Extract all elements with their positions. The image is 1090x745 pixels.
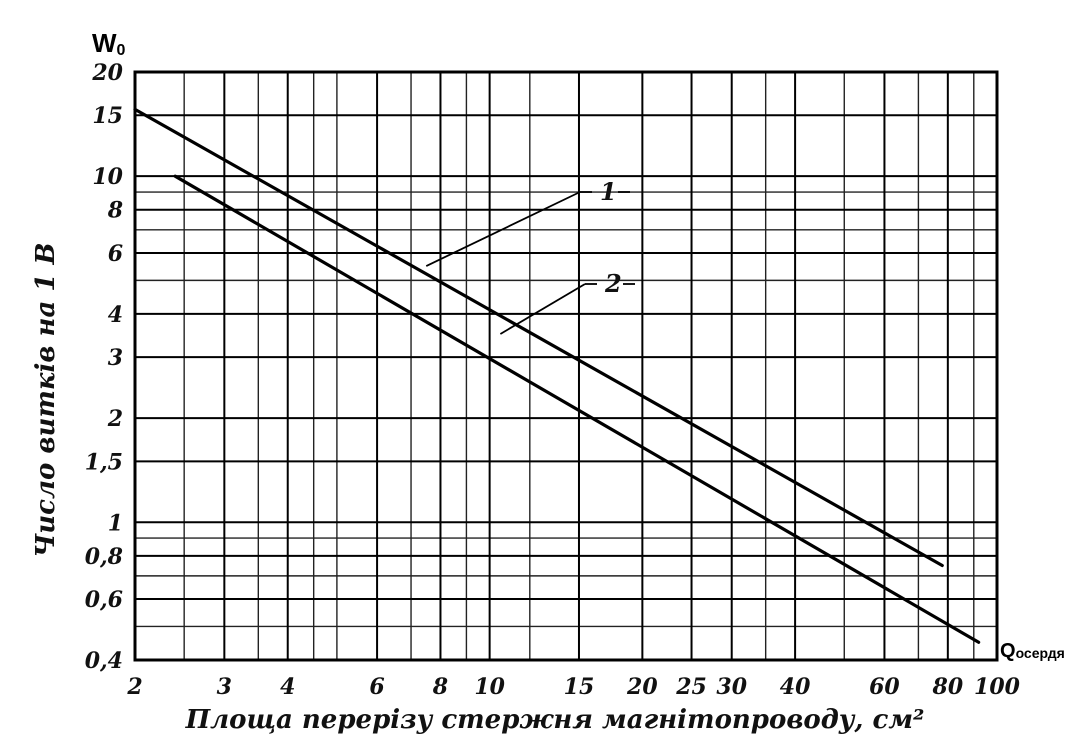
annotation-leader-2 xyxy=(499,283,586,335)
x-tick-label: 6 xyxy=(369,674,384,700)
y-tick-label: 8 xyxy=(107,198,123,224)
y-tick-label: 1 xyxy=(108,510,123,536)
y-tick-label: 15 xyxy=(92,103,123,129)
x-axis-title: Площа перерізу стержня магнітопроводу, с… xyxy=(185,705,925,735)
y-axis-title: Число витків на 1 В xyxy=(31,243,61,558)
y-tick-label: 6 xyxy=(108,241,123,267)
x-tick-label: 80 xyxy=(932,674,964,700)
curve-label-1: 1 xyxy=(600,177,617,206)
y-tick-label: 0,6 xyxy=(85,587,123,613)
y-tick-label: 20 xyxy=(91,60,123,86)
x-tick-label: 60 xyxy=(869,674,900,700)
series-line-1 xyxy=(133,107,944,568)
y-tick-label: 0,8 xyxy=(85,544,123,570)
x-tick-label: 8 xyxy=(432,674,448,700)
series-layer xyxy=(133,107,981,644)
y-tick-label: 3 xyxy=(108,345,123,371)
annotation-leaders: 12 xyxy=(425,177,635,335)
x-tick-label: 3 xyxy=(217,674,232,700)
y-tick-label: 10 xyxy=(92,164,123,190)
x-tick-label: 15 xyxy=(564,674,595,700)
y-tick-label: 4 xyxy=(108,302,123,328)
y-corner-label: W0 xyxy=(92,28,126,59)
x-tick-labels: 2 3 4 6 8 10 15 20 25 30 40 60 80 100 xyxy=(126,674,1020,700)
annotation-leader-1 xyxy=(425,191,581,267)
y-tick-label: 1,5 xyxy=(85,449,123,475)
x-tick-label: 30 xyxy=(716,674,747,700)
y-tick-label: 0,4 xyxy=(85,648,123,674)
y-tick-label: 2 xyxy=(107,406,123,432)
minor-grid xyxy=(135,72,997,660)
x-tick-label: 25 xyxy=(675,674,707,700)
x-corner-label: Qосердя xyxy=(1000,640,1065,662)
major-grid xyxy=(134,71,998,661)
x-tick-label: 40 xyxy=(780,674,811,700)
x-tick-label: 20 xyxy=(626,674,658,700)
series-line-2 xyxy=(173,174,981,644)
x-tick-label: 2 xyxy=(126,674,142,700)
x-tick-label: 10 xyxy=(474,674,505,700)
y-tick-labels: 0,4 0,6 0,8 1 1,5 2 3 4 6 8 10 15 20 xyxy=(85,60,124,674)
curve-label-2: 2 xyxy=(604,269,622,298)
plot-frame xyxy=(133,70,999,662)
x-tick-label: 4 xyxy=(280,674,295,700)
x-tick-label: 100 xyxy=(974,674,1021,700)
